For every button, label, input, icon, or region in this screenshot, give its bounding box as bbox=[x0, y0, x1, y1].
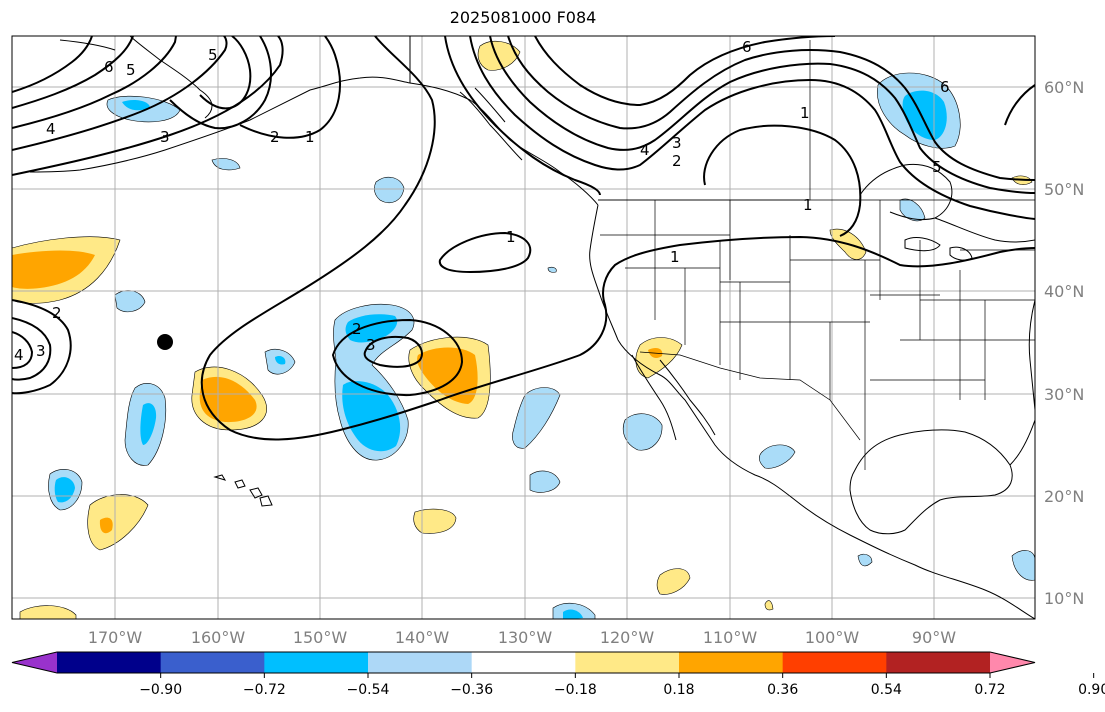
lon-label: 140°W bbox=[395, 628, 450, 647]
positive-anomaly-region bbox=[87, 494, 149, 551]
negative-anomaly-core bbox=[275, 355, 286, 365]
negative-anomaly-core bbox=[563, 609, 583, 619]
colorbar-segment bbox=[575, 652, 680, 673]
negative-anomaly-core bbox=[122, 99, 150, 111]
location-marker bbox=[157, 334, 173, 350]
contour-label: 2 bbox=[672, 152, 682, 170]
positive-anomaly-region bbox=[635, 337, 683, 379]
colorbar-tick-label: 0.36 bbox=[767, 682, 798, 698]
colorbar-tick-label: −0.90 bbox=[139, 682, 182, 698]
positive-anomaly-region bbox=[656, 568, 691, 595]
contour-label: 3 bbox=[36, 342, 46, 360]
lon-label: 130°W bbox=[498, 628, 553, 647]
colorbar-segment bbox=[886, 652, 991, 673]
contour-label: 1 bbox=[670, 248, 680, 266]
contour-label: 5 bbox=[932, 158, 942, 176]
contour-label: 1 bbox=[305, 128, 315, 146]
negative-anomaly-region bbox=[211, 158, 241, 171]
contour-label: 6 bbox=[742, 38, 752, 56]
positive-anomaly-core bbox=[417, 347, 478, 404]
lat-label: 10°N bbox=[1044, 589, 1084, 608]
contour-label: 6 bbox=[940, 78, 950, 96]
negative-anomaly-region bbox=[622, 413, 663, 451]
colorbar-extend-min bbox=[12, 652, 57, 673]
negative-anomaly-region bbox=[114, 290, 146, 313]
colorbar-tick-label: 0.54 bbox=[871, 682, 902, 698]
positive-anomaly-region bbox=[764, 600, 774, 611]
positive-anomaly-region bbox=[477, 40, 521, 71]
contour-labels: 6 5 5 4 3 2 1 1 1 1 2 3 4 3 2 6 4 3 2 6 … bbox=[14, 38, 950, 364]
colorbar-tick-label: −0.36 bbox=[450, 682, 493, 698]
colorbar-tick-label: −0.72 bbox=[243, 682, 286, 698]
negative-anomaly-core bbox=[140, 403, 157, 445]
contour-label: 6 bbox=[104, 58, 114, 76]
negative-anomaly-core bbox=[342, 381, 401, 452]
colorbar-segment bbox=[264, 652, 369, 673]
negative-anomaly-region bbox=[1011, 550, 1035, 581]
lat-label: 20°N bbox=[1044, 487, 1084, 506]
lon-label: 120°W bbox=[600, 628, 655, 647]
positive-anomaly-region bbox=[19, 605, 77, 619]
political-borders bbox=[598, 40, 1035, 470]
colorbar-segment bbox=[471, 652, 576, 673]
contour-label: 5 bbox=[126, 61, 136, 79]
latitude-labels: 60°N 50°N 40°N 30°N 20°N 10°N bbox=[1044, 78, 1084, 608]
contour-label: 3 bbox=[672, 134, 682, 152]
positive-anomaly-region bbox=[413, 508, 457, 534]
contour-label: 4 bbox=[46, 120, 56, 138]
lon-label: 150°W bbox=[293, 628, 348, 647]
colorbar-extend-max bbox=[990, 652, 1035, 673]
lat-label: 50°N bbox=[1044, 180, 1084, 199]
anomaly-shading bbox=[12, 40, 1035, 619]
lon-label: 90°W bbox=[912, 628, 956, 647]
colorbar-segment bbox=[368, 652, 473, 673]
negative-anomaly-region bbox=[857, 553, 873, 567]
contour-label: 5 bbox=[208, 46, 218, 64]
lon-label: 110°W bbox=[703, 628, 758, 647]
negative-anomaly-region bbox=[529, 470, 561, 493]
colorbar-tick-label: −0.54 bbox=[347, 682, 390, 698]
negative-anomaly-region bbox=[759, 444, 796, 469]
lat-label: 60°N bbox=[1044, 78, 1084, 97]
colorbar-segment bbox=[160, 652, 265, 673]
colorbar-segment bbox=[679, 652, 784, 673]
colorbar-segment bbox=[57, 652, 162, 673]
contour-label: 4 bbox=[14, 346, 24, 364]
contour-label: 1 bbox=[803, 196, 813, 214]
contour-label: 2 bbox=[352, 320, 362, 338]
colorbar-outline bbox=[11, 651, 1036, 674]
contour-label: 2 bbox=[52, 304, 62, 322]
lon-label: 170°W bbox=[88, 628, 143, 647]
lat-label: 40°N bbox=[1044, 282, 1084, 301]
lon-label: 100°W bbox=[805, 628, 860, 647]
colorbar-tick-label: −0.18 bbox=[554, 682, 597, 698]
contour-label: 1 bbox=[506, 228, 516, 246]
positive-anomaly-core bbox=[199, 376, 257, 423]
map-plot-area: 6 5 5 4 3 2 1 1 1 1 2 3 4 3 2 6 4 3 2 6 … bbox=[12, 36, 1035, 619]
contour-label: 3 bbox=[366, 336, 376, 354]
contour-label: 1 bbox=[800, 104, 810, 122]
colorbar-tick-label: 0.18 bbox=[663, 682, 694, 698]
contour-lines bbox=[12, 36, 1035, 441]
negative-anomaly-region bbox=[899, 198, 926, 222]
positive-anomaly-core bbox=[12, 250, 95, 289]
map-frame bbox=[11, 35, 1036, 620]
negative-anomaly-region bbox=[512, 387, 561, 449]
map-title: 2025081000 F084 bbox=[449, 8, 597, 27]
colorbar-segment bbox=[782, 652, 887, 673]
contour-label: 3 bbox=[160, 128, 170, 146]
colorbar: −0.90 −0.72 −0.54 −0.36 −0.18 0.18 0.36 0.54 0.7… bbox=[11, 651, 1105, 698]
negative-anomaly-region bbox=[374, 176, 405, 203]
contour-label: 4 bbox=[640, 141, 650, 159]
colorbar-tick-label: 0.72 bbox=[974, 682, 1005, 698]
negative-anomaly-region bbox=[547, 266, 557, 273]
lon-label: 160°W bbox=[191, 628, 246, 647]
contour-label: 2 bbox=[270, 128, 280, 146]
positive-anomaly-core bbox=[99, 517, 113, 534]
longitude-labels: 170°W 160°W 150°W 140°W 130°W 120°W 110°… bbox=[88, 628, 956, 647]
colorbar-tick-label: 0.90 bbox=[1078, 682, 1105, 698]
lat-label: 30°N bbox=[1044, 385, 1084, 404]
coastlines bbox=[29, 36, 1035, 619]
